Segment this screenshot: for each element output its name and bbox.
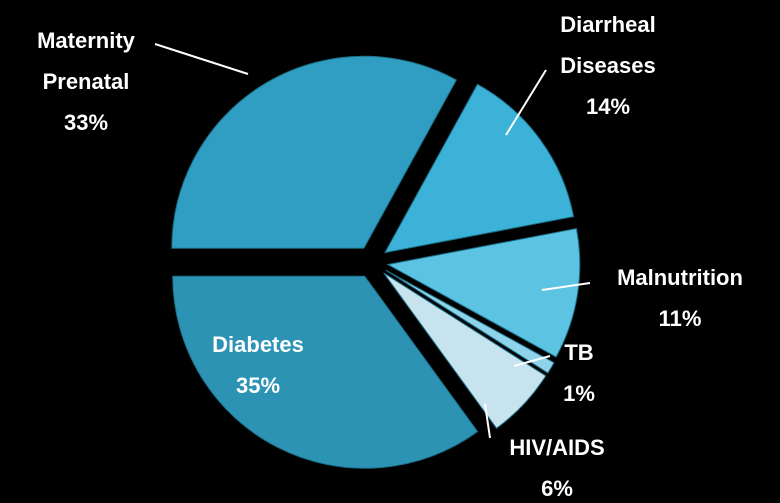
category-label: HIV/AIDS [509,435,605,460]
leader-line [513,355,551,367]
slice-label: HIV/AIDS 6% [487,427,627,503]
slice-label: Diabetes 35% [188,324,328,406]
slice-label: Malnutrition 11% [580,257,780,339]
value-label: 35% [235,373,281,398]
value-label: 6% [541,476,573,501]
category-label: Maternity Prenatal [37,28,135,94]
pie-slice [383,272,547,429]
leader-line [154,43,249,75]
category-label: Diarrheal Diseases [560,12,656,78]
pie-slice [386,227,581,358]
category-label: Diabetes [212,332,304,357]
slice-label: Diarrheal Diseases 14% [538,4,678,127]
leader-line [505,69,547,136]
pie-slice [171,55,458,249]
pie-slice [172,275,479,469]
pie-slice [385,269,555,374]
pie-slice [383,83,575,254]
slice-label: TB 1% [539,332,619,414]
leader-line [484,403,491,439]
slice-label: Maternity Prenatal 33% [16,20,156,143]
value-label: 14% [585,94,631,119]
value-label: 33% [63,110,109,135]
value-label: 11% [658,306,702,331]
value-label: 1% [563,381,595,406]
category-label: TB [564,340,594,365]
leader-line [541,282,591,291]
category-label: Malnutrition [617,265,743,290]
slices [171,55,581,469]
